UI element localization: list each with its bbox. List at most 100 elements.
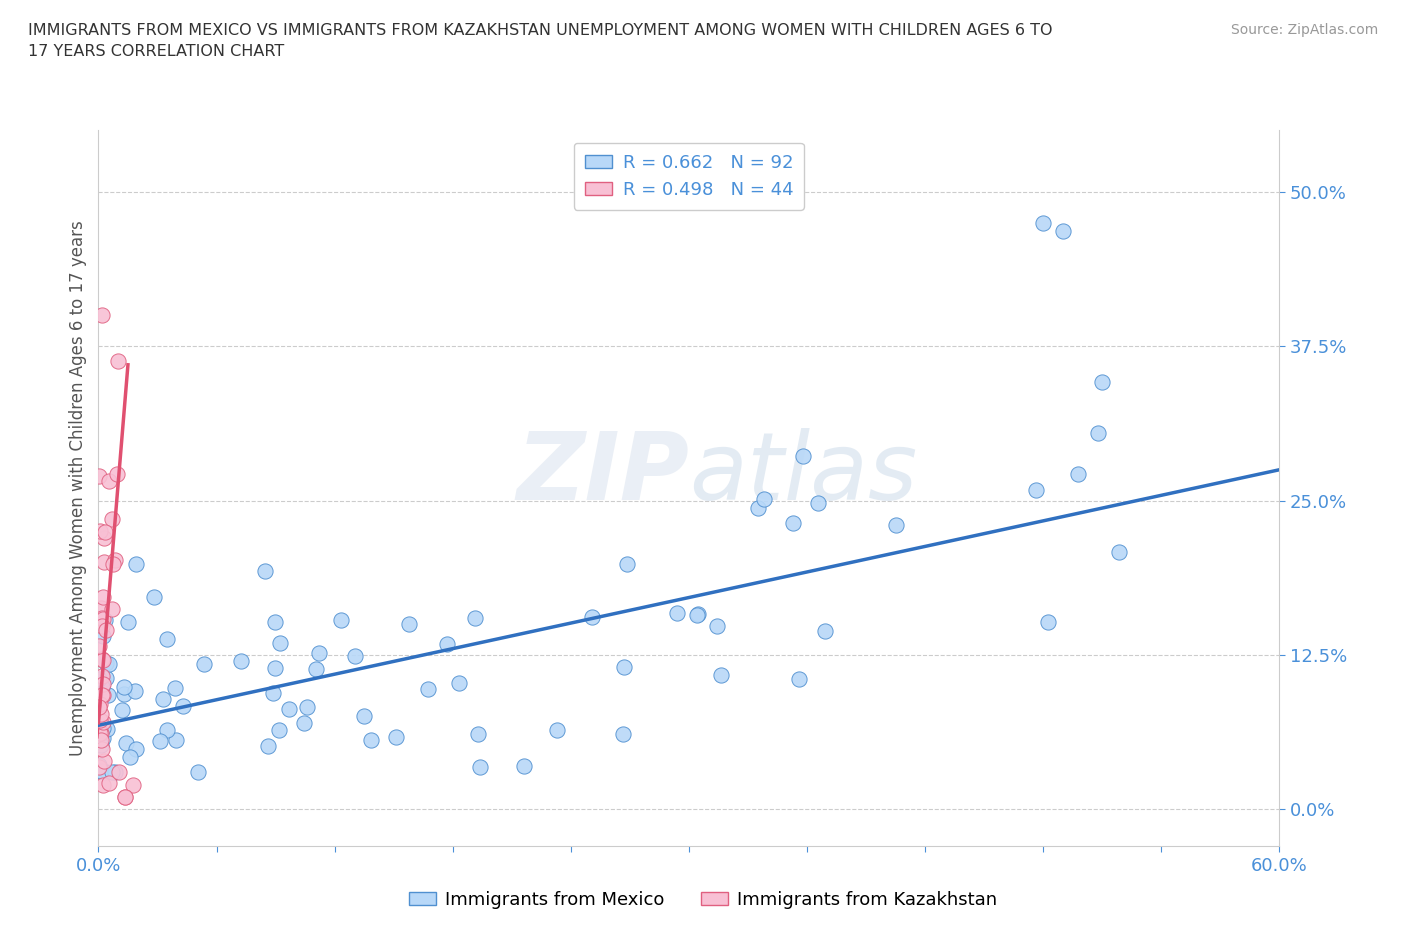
Point: [152, 692, 174, 707]
Point: [104, 764, 127, 779]
Point: [89, 723, 111, 737]
Point: [89, 726, 111, 741]
Point: [398, 617, 420, 631]
Point: [1024, 483, 1046, 498]
Point: [98, 657, 121, 671]
Point: [89, 639, 111, 654]
Point: [101, 602, 124, 617]
Point: [464, 611, 486, 626]
Point: [91, 629, 114, 644]
Point: [416, 682, 439, 697]
Point: [91, 714, 114, 729]
Point: [254, 563, 277, 578]
Point: [353, 709, 375, 724]
Point: [612, 726, 634, 741]
Point: [93, 730, 115, 745]
Point: [1066, 466, 1088, 481]
Point: [710, 668, 733, 683]
Point: [231, 654, 253, 669]
Point: [269, 635, 291, 650]
Point: [156, 723, 179, 737]
Point: [295, 699, 318, 714]
Point: [807, 496, 830, 511]
Point: [613, 660, 636, 675]
Point: [94, 764, 117, 779]
Point: [267, 723, 290, 737]
Point: [94, 613, 117, 628]
Point: [89, 760, 111, 775]
Point: [89, 469, 111, 484]
Point: [1032, 216, 1054, 231]
Point: [93, 653, 115, 668]
Point: [96, 721, 118, 736]
Point: [97, 473, 120, 488]
Legend: R = 0.662   N = 92, R = 0.498   N = 44: R = 0.662 N = 92, R = 0.498 N = 44: [574, 143, 804, 209]
Point: [104, 552, 127, 567]
Point: [90, 733, 112, 748]
Text: ZIP: ZIP: [516, 428, 689, 520]
Point: [165, 732, 187, 747]
Point: [142, 590, 165, 604]
Point: [120, 750, 142, 764]
Point: [125, 742, 148, 757]
Point: [304, 662, 326, 677]
Point: [93, 764, 115, 779]
Point: [91, 611, 114, 626]
Point: [148, 734, 170, 749]
Point: [782, 516, 804, 531]
Point: [91, 308, 114, 323]
Point: [187, 764, 209, 779]
Point: [747, 501, 769, 516]
Point: [90, 718, 112, 733]
Point: [124, 684, 146, 698]
Point: [108, 764, 131, 779]
Point: [263, 614, 285, 629]
Point: [91, 652, 114, 667]
Point: [1052, 224, 1074, 239]
Point: [436, 636, 458, 651]
Point: [172, 698, 194, 713]
Point: [814, 624, 837, 639]
Point: [101, 764, 124, 779]
Point: [117, 615, 139, 630]
Point: [89, 524, 111, 538]
Point: [308, 645, 330, 660]
Point: [105, 466, 128, 481]
Point: [706, 618, 728, 633]
Point: [93, 530, 115, 545]
Point: [111, 702, 134, 717]
Point: [1036, 614, 1059, 629]
Point: [292, 715, 315, 730]
Point: [546, 723, 568, 737]
Point: [91, 741, 114, 756]
Point: [688, 606, 710, 621]
Point: [1090, 375, 1112, 390]
Point: [90, 706, 112, 721]
Point: [91, 777, 114, 792]
Point: [89, 758, 111, 773]
Text: Source: ZipAtlas.com: Source: ZipAtlas.com: [1230, 23, 1378, 37]
Point: [165, 681, 187, 696]
Point: [89, 697, 111, 711]
Point: [90, 688, 112, 703]
Point: [385, 730, 408, 745]
Point: [262, 685, 284, 700]
Point: [112, 679, 135, 694]
Point: [89, 764, 111, 778]
Point: [101, 557, 124, 572]
Point: [343, 648, 366, 663]
Point: [90, 601, 112, 616]
Point: [752, 492, 775, 507]
Point: [666, 605, 689, 620]
Point: [792, 449, 814, 464]
Text: atlas: atlas: [689, 429, 917, 520]
Point: [90, 619, 112, 634]
Point: [115, 735, 138, 750]
Point: [125, 556, 148, 571]
Point: [468, 760, 491, 775]
Point: [114, 790, 136, 804]
Point: [467, 726, 489, 741]
Legend: Immigrants from Mexico, Immigrants from Kazakhstan: Immigrants from Mexico, Immigrants from …: [402, 884, 1004, 916]
Point: [90, 726, 112, 741]
Point: [686, 607, 709, 622]
